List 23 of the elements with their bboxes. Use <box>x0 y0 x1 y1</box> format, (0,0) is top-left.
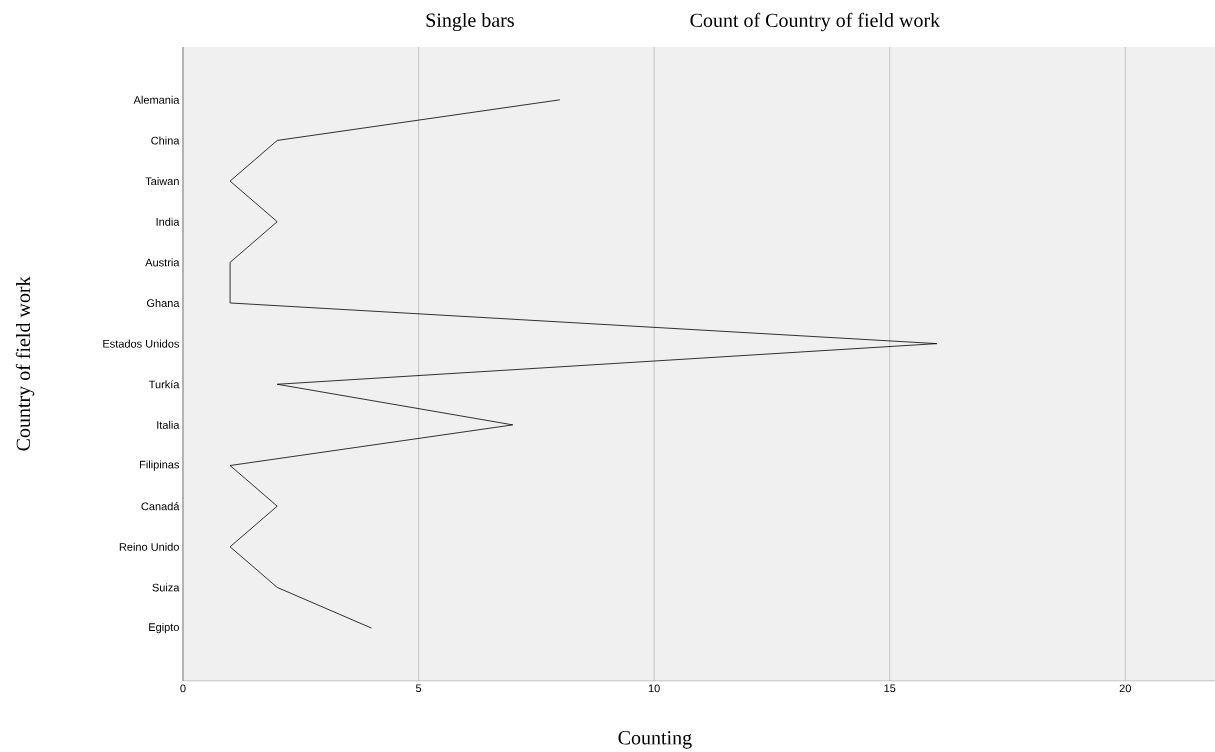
y-tick-label: Austria <box>145 258 180 267</box>
y-tick-label: Suiza <box>152 583 180 592</box>
x-tick-label: 0 <box>180 684 186 693</box>
y-tick-label: Alemania <box>133 95 180 104</box>
x-tick-label: 20 <box>1119 684 1131 693</box>
y-tick-label: Canadá <box>141 502 180 511</box>
y-tick-label: Taiwan <box>145 177 179 186</box>
chart-subtitle: Count of Country of field work <box>690 12 941 32</box>
x-axis-title: Counting <box>618 731 692 749</box>
y-tick-label: Egipto <box>149 622 179 634</box>
chart-title: Single bars <box>426 12 514 32</box>
y-tick-label: Reino Unido <box>119 542 179 551</box>
y-tick-label: Turkía <box>148 380 180 389</box>
y-tick-label: Filipinas <box>140 460 180 471</box>
y-tick-label: China <box>151 136 180 145</box>
y-axis-title: Country of field work <box>15 276 35 451</box>
x-tick-label: 15 <box>884 684 896 693</box>
y-tick-label: India <box>156 217 180 226</box>
x-tick-label: 5 <box>415 684 422 693</box>
y-tick-label: Ghana <box>146 298 180 308</box>
y-tick-label: Estados Unidos <box>103 339 180 348</box>
x-tick-label: 10 <box>648 684 660 693</box>
y-tick-label: Italia <box>157 420 180 429</box>
